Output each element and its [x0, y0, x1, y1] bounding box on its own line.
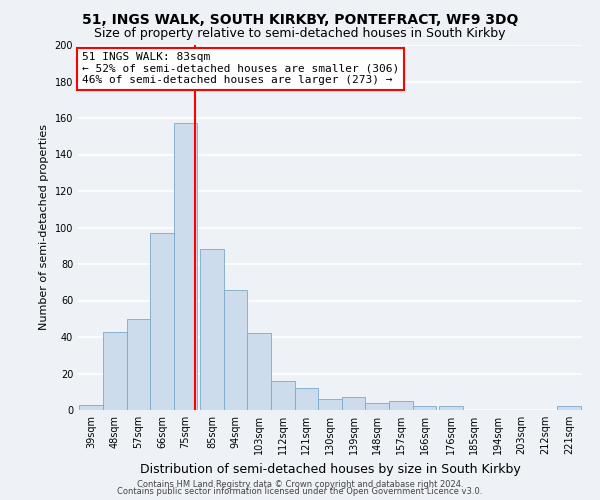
Bar: [174, 124, 197, 410]
Bar: [413, 406, 436, 410]
Bar: [365, 402, 389, 410]
Text: Contains HM Land Registry data © Crown copyright and database right 2024.: Contains HM Land Registry data © Crown c…: [137, 480, 463, 489]
Text: Contains public sector information licensed under the Open Government Licence v3: Contains public sector information licen…: [118, 487, 482, 496]
Bar: [342, 397, 365, 410]
Bar: [79, 404, 103, 410]
Bar: [389, 401, 413, 410]
Bar: [200, 250, 224, 410]
Bar: [224, 290, 247, 410]
Y-axis label: Number of semi-detached properties: Number of semi-detached properties: [39, 124, 49, 330]
Text: 51 INGS WALK: 83sqm
← 52% of semi-detached houses are smaller (306)
46% of semi-: 51 INGS WALK: 83sqm ← 52% of semi-detach…: [82, 52, 399, 86]
Text: 51, INGS WALK, SOUTH KIRKBY, PONTEFRACT, WF9 3DQ: 51, INGS WALK, SOUTH KIRKBY, PONTEFRACT,…: [82, 12, 518, 26]
Text: Size of property relative to semi-detached houses in South Kirkby: Size of property relative to semi-detach…: [94, 28, 506, 40]
Bar: [127, 319, 150, 410]
Bar: [271, 381, 295, 410]
X-axis label: Distribution of semi-detached houses by size in South Kirkby: Distribution of semi-detached houses by …: [140, 462, 520, 475]
Bar: [557, 406, 581, 410]
Bar: [318, 399, 342, 410]
Bar: [103, 332, 127, 410]
Bar: [150, 233, 174, 410]
Bar: [295, 388, 318, 410]
Bar: [247, 334, 271, 410]
Bar: [439, 406, 463, 410]
